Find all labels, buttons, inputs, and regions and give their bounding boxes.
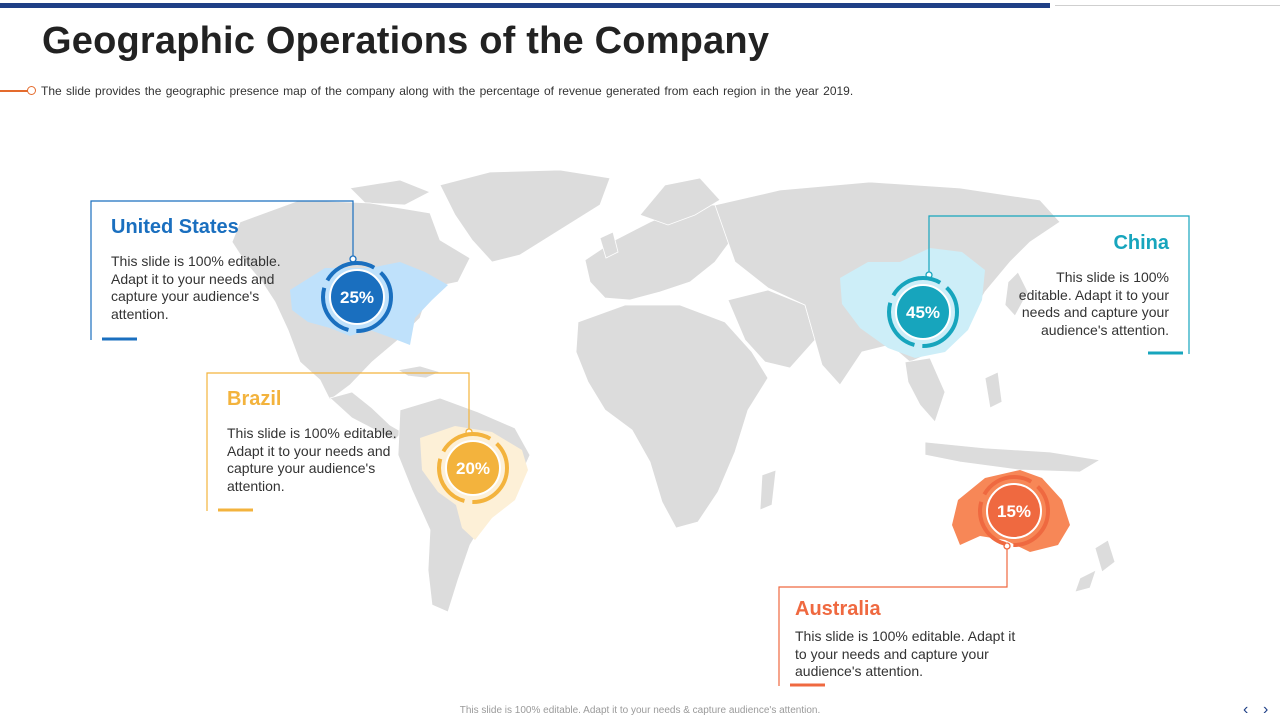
- region-title-australia: Australia: [795, 598, 881, 620]
- japan-shape: [1004, 271, 1029, 317]
- greenland-shape: [439, 169, 611, 263]
- scandinavia-shape: [639, 177, 721, 226]
- region-desc-china: This slide is 100% editable. Adapt it to…: [1018, 269, 1169, 338]
- subtitle-accent-dot: [27, 86, 36, 95]
- middle-east-shape: [727, 289, 816, 369]
- chevron-left-icon[interactable]: ‹: [1243, 701, 1249, 718]
- caribbean-shape: [396, 365, 442, 379]
- region-title-china: China: [1113, 232, 1169, 254]
- brazil-percent: 20%: [456, 459, 490, 478]
- footer-note: This slide is 100% editable. Adapt it to…: [459, 705, 821, 716]
- china-percent: 45%: [906, 303, 940, 322]
- china-connector: [928, 215, 1190, 354]
- new-zealand-south-shape: [1074, 569, 1097, 593]
- region-title-us: United States: [111, 216, 239, 238]
- top-accent-bar: [0, 3, 1050, 8]
- southeast-asia-shape: [904, 357, 946, 423]
- region-title-brazil: Brazil: [227, 388, 282, 410]
- australia-connector: [778, 546, 1008, 686]
- page-title: Geographic Operations of the Company: [42, 20, 770, 62]
- brazil-connector: [206, 372, 470, 511]
- australia-percent: 15%: [997, 502, 1031, 521]
- chevron-right-icon[interactable]: ›: [1263, 701, 1269, 718]
- china-badge: 45%: [887, 276, 959, 348]
- brazil-badge: 20%: [437, 432, 509, 504]
- page-subtitle: The slide provides the geographic presen…: [41, 84, 854, 98]
- australia-badge: 15%: [978, 475, 1050, 547]
- region-desc-brazil: This slide is 100% editable. Adapt it to…: [227, 425, 397, 494]
- top-accent-line: [1055, 5, 1280, 6]
- new-zealand-shape: [1094, 539, 1116, 573]
- europe-shape: [584, 204, 736, 301]
- region-desc-australia: This slide is 100% editable. Adapt it to…: [795, 628, 1016, 679]
- africa-shape: [575, 304, 769, 529]
- subtitle-accent-line: [0, 90, 30, 92]
- australia-connector-dot: [1003, 542, 1011, 550]
- us-percent: 25%: [340, 288, 374, 307]
- madagascar-shape: [759, 469, 777, 511]
- region-desc-us: This slide is 100% editable. Adapt it to…: [111, 253, 281, 322]
- us-badge: 25%: [321, 261, 393, 333]
- arctic-islands-shape: [349, 179, 431, 206]
- philippines-shape: [984, 371, 1003, 409]
- uk-shape: [599, 231, 619, 259]
- us-connector: [90, 200, 354, 340]
- indonesia-shape: [924, 441, 1102, 473]
